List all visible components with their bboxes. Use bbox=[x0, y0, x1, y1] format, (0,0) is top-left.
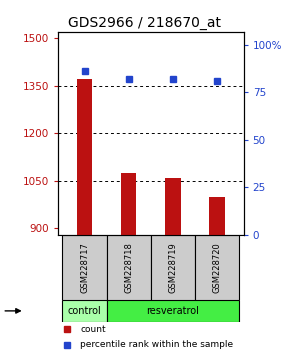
Text: GSM228718: GSM228718 bbox=[124, 242, 133, 293]
Bar bbox=[107, 235, 151, 300]
Bar bbox=[77, 79, 92, 235]
Text: resveratrol: resveratrol bbox=[146, 306, 199, 316]
Bar bbox=[165, 178, 181, 235]
Bar bbox=[62, 235, 107, 300]
Bar bbox=[151, 235, 195, 300]
Text: control: control bbox=[68, 306, 102, 316]
Bar bbox=[107, 300, 239, 322]
Bar bbox=[62, 300, 107, 322]
Bar bbox=[121, 173, 136, 235]
Text: GDS2966 / 218670_at: GDS2966 / 218670_at bbox=[68, 16, 222, 30]
Bar bbox=[195, 235, 239, 300]
Text: GSM228719: GSM228719 bbox=[168, 242, 177, 293]
Text: count: count bbox=[80, 325, 106, 334]
Text: GSM228720: GSM228720 bbox=[213, 242, 222, 293]
Bar bbox=[209, 197, 225, 235]
Text: percentile rank within the sample: percentile rank within the sample bbox=[80, 340, 233, 349]
Text: GSM228717: GSM228717 bbox=[80, 242, 89, 293]
